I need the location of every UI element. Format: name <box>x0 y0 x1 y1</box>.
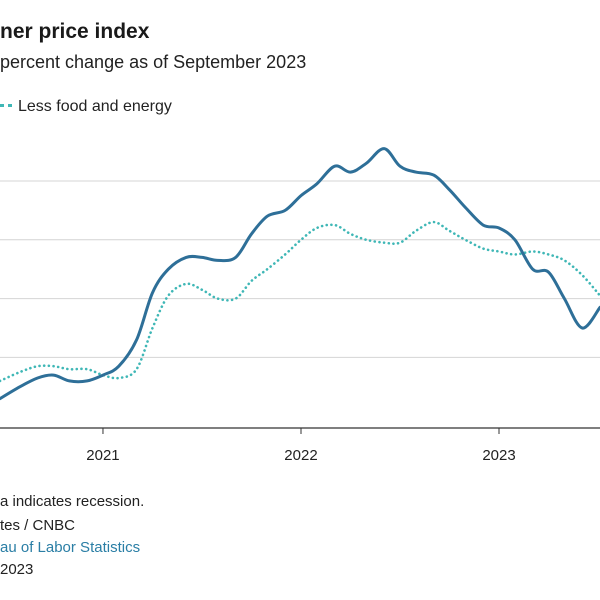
legend-core-swatch <box>0 104 12 110</box>
series-lines <box>0 147 600 401</box>
gridlines <box>0 180 600 358</box>
x-tick-label: 2023 <box>482 447 515 464</box>
recession-note: a indicates recession. <box>0 493 145 510</box>
source-link[interactable]: au of Labor Statistics <box>0 539 141 556</box>
x-axis-ticks: 2021 2022 2023 <box>86 428 516 464</box>
headline-series-line <box>0 147 600 401</box>
legend: Less food and energy <box>0 98 172 116</box>
credit-text: tes / CNBC <box>0 517 76 534</box>
x-tick-label: 2022 <box>284 447 317 464</box>
date-text: 2023 <box>0 561 34 578</box>
legend-core-label: Less food and energy <box>18 98 172 115</box>
x-tick-label: 2021 <box>86 447 119 464</box>
chart-title: ner price index <box>0 20 150 43</box>
chart-subtitle: percent change as of September 2023 <box>0 52 307 72</box>
